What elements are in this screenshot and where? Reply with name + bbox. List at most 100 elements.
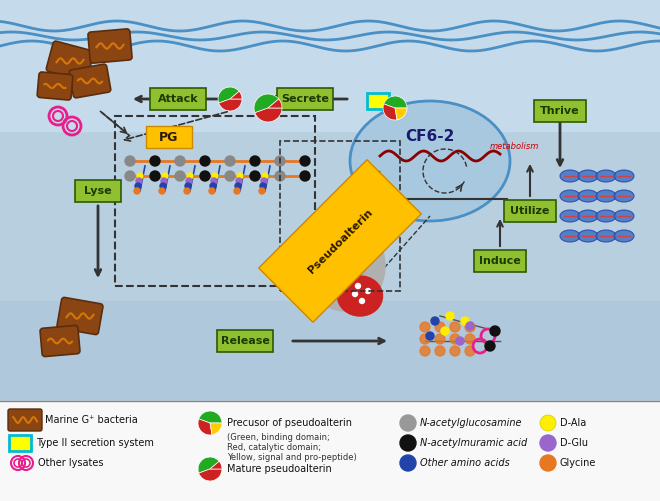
Text: Lyse: Lyse [84, 186, 112, 196]
Circle shape [150, 171, 160, 181]
Circle shape [420, 346, 430, 356]
Text: Mature pseudoalterin: Mature pseudoalterin [227, 464, 332, 474]
Text: Other lysates: Other lysates [38, 458, 104, 468]
Text: CF6-2: CF6-2 [405, 128, 455, 143]
Circle shape [420, 334, 430, 344]
Circle shape [125, 156, 135, 166]
Text: Release: Release [220, 336, 269, 346]
Ellipse shape [596, 190, 616, 202]
Circle shape [275, 171, 285, 181]
Circle shape [262, 173, 268, 179]
Circle shape [210, 183, 216, 189]
Ellipse shape [315, 213, 365, 269]
Ellipse shape [578, 210, 598, 222]
Circle shape [540, 435, 556, 451]
Circle shape [237, 173, 243, 179]
Ellipse shape [596, 170, 616, 182]
Wedge shape [383, 104, 397, 120]
Circle shape [236, 178, 242, 184]
Circle shape [186, 178, 192, 184]
Circle shape [225, 171, 235, 181]
Text: N-acetylglucosamine: N-acetylglucosamine [420, 418, 523, 428]
Circle shape [160, 183, 166, 189]
Wedge shape [230, 91, 242, 99]
FancyBboxPatch shape [367, 93, 389, 109]
Text: Glycine: Glycine [560, 458, 597, 468]
Circle shape [366, 289, 370, 294]
Circle shape [540, 455, 556, 471]
FancyBboxPatch shape [217, 330, 273, 352]
Circle shape [234, 188, 240, 194]
Ellipse shape [614, 170, 634, 182]
Circle shape [540, 415, 556, 431]
Ellipse shape [614, 190, 634, 202]
Wedge shape [254, 94, 279, 113]
Bar [0, 401, 660, 501]
FancyBboxPatch shape [8, 409, 42, 431]
Ellipse shape [614, 210, 634, 222]
Text: Precusor of pseudoalterin: Precusor of pseudoalterin [227, 418, 352, 428]
FancyBboxPatch shape [37, 72, 73, 100]
Circle shape [446, 312, 454, 320]
Ellipse shape [560, 230, 580, 242]
Circle shape [211, 178, 217, 184]
Circle shape [426, 332, 434, 340]
Ellipse shape [578, 170, 598, 182]
Circle shape [435, 322, 445, 332]
Circle shape [300, 171, 310, 181]
Ellipse shape [560, 170, 580, 182]
Circle shape [175, 171, 185, 181]
Wedge shape [383, 96, 407, 108]
Circle shape [461, 317, 469, 325]
Circle shape [400, 435, 416, 451]
Wedge shape [255, 108, 282, 122]
Bar [0, 301, 660, 401]
Circle shape [185, 183, 191, 189]
Wedge shape [210, 423, 222, 435]
Circle shape [441, 327, 449, 335]
FancyBboxPatch shape [40, 326, 80, 357]
Wedge shape [395, 108, 407, 120]
Circle shape [435, 346, 445, 356]
Text: (Green, binding domain;: (Green, binding domain; [227, 432, 330, 441]
Wedge shape [210, 461, 222, 469]
FancyBboxPatch shape [46, 41, 94, 81]
FancyBboxPatch shape [9, 435, 31, 451]
Wedge shape [199, 411, 222, 423]
Wedge shape [218, 87, 239, 103]
Wedge shape [198, 419, 212, 435]
Circle shape [125, 171, 135, 181]
Text: Attack: Attack [158, 94, 198, 104]
Circle shape [360, 299, 364, 304]
Circle shape [456, 337, 464, 345]
Ellipse shape [560, 190, 580, 202]
Circle shape [250, 156, 260, 166]
Text: N-acetylmuramic acid: N-acetylmuramic acid [420, 438, 527, 448]
Circle shape [235, 183, 241, 189]
Text: metabolism: metabolism [490, 141, 539, 150]
Text: Marine G⁺ bacteria: Marine G⁺ bacteria [45, 415, 138, 425]
Circle shape [466, 322, 474, 330]
FancyBboxPatch shape [146, 126, 192, 148]
FancyBboxPatch shape [504, 200, 556, 222]
Text: Utilize: Utilize [510, 206, 550, 216]
Circle shape [465, 322, 475, 332]
Circle shape [465, 334, 475, 344]
Circle shape [259, 188, 265, 194]
Circle shape [136, 178, 142, 184]
Wedge shape [218, 99, 242, 111]
Text: Pseudoalterin: Pseudoalterin [306, 207, 374, 275]
Text: Thrive: Thrive [540, 106, 580, 116]
Circle shape [490, 326, 500, 336]
Circle shape [450, 322, 460, 332]
Circle shape [200, 156, 210, 166]
Circle shape [225, 156, 235, 166]
FancyBboxPatch shape [277, 88, 333, 110]
Ellipse shape [596, 230, 616, 242]
Circle shape [161, 178, 167, 184]
FancyBboxPatch shape [534, 100, 586, 122]
Wedge shape [199, 469, 222, 481]
Circle shape [400, 455, 416, 471]
Ellipse shape [350, 101, 510, 221]
Circle shape [275, 156, 285, 166]
